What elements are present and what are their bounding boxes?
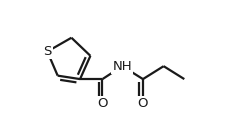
Text: O: O	[138, 97, 148, 110]
Text: NH: NH	[112, 60, 132, 73]
Text: O: O	[97, 97, 108, 110]
Text: S: S	[43, 45, 52, 58]
